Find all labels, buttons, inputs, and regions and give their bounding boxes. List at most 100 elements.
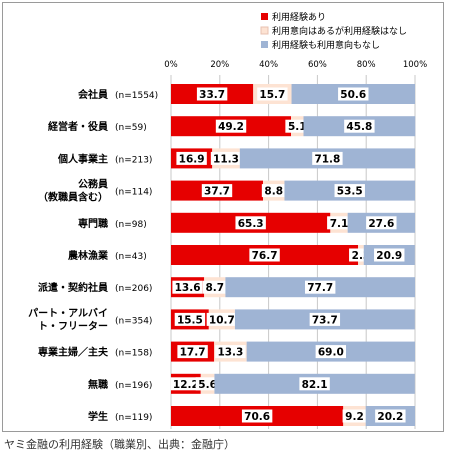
data-label: 27.6: [368, 218, 394, 230]
x-tick-label: 40%: [259, 60, 278, 70]
data-label: 37.7: [204, 186, 230, 198]
data-label-box: [241, 409, 273, 423]
sample-size-label: (n=59): [115, 123, 147, 133]
category-label: 学生: [88, 410, 108, 423]
data-label-box: [257, 87, 288, 101]
data-label: 33.7: [199, 89, 225, 101]
data-label: 70.6: [244, 411, 270, 423]
data-label: 82.1: [302, 379, 328, 391]
category-label: パート・アルバイ: [28, 307, 108, 319]
data-label: 13.3: [217, 347, 243, 359]
category-label: 経営者・役員: [48, 120, 108, 133]
data-label: 11.3: [213, 153, 239, 165]
legend-label: 利用経験あり: [272, 11, 326, 23]
data-label: 17.7: [180, 347, 206, 359]
sample-size-label: (n=158): [115, 349, 152, 359]
data-label-box: [215, 345, 246, 359]
category-label: 個人事業主: [57, 152, 108, 165]
data-label-box: [196, 87, 228, 101]
legend-label: 利用経験も利用意向もなし: [272, 39, 380, 51]
data-label-box: [261, 184, 286, 198]
data-label: 8.7: [205, 282, 224, 294]
x-tick-label: 0%: [164, 60, 178, 70]
data-label-box: [334, 184, 365, 198]
data-label-box: [202, 280, 227, 294]
x-tick-label: 100%: [403, 60, 427, 70]
data-label-box: [305, 280, 336, 294]
data-label: 53.5: [337, 186, 363, 198]
sample-size-label: (n=206): [115, 284, 152, 294]
sample-size-label: (n=98): [115, 220, 147, 230]
data-label: 10.7: [209, 314, 235, 326]
data-label-box: [327, 216, 351, 230]
sample-size-label: (n=196): [115, 381, 152, 391]
sample-size-label: (n=119): [115, 413, 152, 423]
category-label: 無職: [88, 378, 108, 391]
data-label: 13.6: [175, 282, 201, 294]
data-label: 71.8: [314, 153, 340, 165]
data-label-box: [315, 345, 347, 359]
category-label: 公務員: [78, 178, 108, 191]
data-label: 69.0: [318, 347, 344, 359]
data-label-box: [170, 377, 202, 391]
data-label-box: [235, 216, 266, 230]
x-tick-label: 20%: [210, 60, 229, 70]
data-label-box: [215, 119, 247, 133]
data-label: 49.2: [218, 121, 244, 133]
category-label: （教職員含む）: [38, 191, 108, 204]
category-label: 専門職: [78, 217, 108, 230]
data-label: 73.7: [312, 314, 338, 326]
data-label-box: [206, 312, 238, 326]
data-label: 9.2: [345, 411, 364, 423]
data-label: 65.3: [238, 218, 264, 230]
data-label-box: [312, 151, 343, 165]
data-label: 5.6: [198, 379, 217, 391]
data-label-box: [344, 119, 375, 133]
legend-swatch: [261, 41, 268, 48]
data-label-box: [195, 377, 220, 391]
data-label: 20.2: [377, 411, 403, 423]
category-label: 専業主婦／主夫: [38, 346, 109, 359]
data-label-box: [249, 248, 280, 262]
data-label: 7.1: [330, 218, 349, 230]
x-tick-label: 80%: [357, 60, 376, 70]
sample-size-label: (n=114): [115, 188, 152, 198]
data-label: 8.8: [264, 186, 283, 198]
data-label-box: [210, 151, 242, 165]
category-label: ト・フリーター: [38, 320, 108, 332]
data-label: 16.9: [179, 153, 205, 165]
data-label-box: [174, 312, 206, 326]
chart-caption: ヤミ金融の利用経験（職業別、出典：金融庁）: [4, 438, 235, 451]
data-label: 20.9: [376, 250, 402, 262]
sample-size-label: (n=43): [115, 252, 147, 262]
data-label-box: [177, 345, 208, 359]
x-tick-label: 60%: [308, 60, 327, 70]
data-label-box: [374, 248, 405, 262]
data-label-box: [285, 119, 310, 133]
data-label: 5.1: [288, 121, 307, 133]
data-label: 76.7: [252, 250, 278, 262]
legend-label: 利用意向はあるが利用経験はなし: [272, 25, 407, 37]
data-label-box: [172, 280, 203, 294]
data-label: 12.2: [173, 379, 199, 391]
category-label: 農林漁業: [68, 249, 109, 262]
data-label-box: [366, 216, 397, 230]
legend-swatch: [261, 13, 268, 20]
sample-size-label: (n=213): [115, 155, 152, 165]
category-label: 派遣・契約社員: [38, 281, 108, 294]
data-label-box: [309, 312, 341, 326]
data-label: 50.6: [340, 89, 366, 101]
data-label-box: [375, 409, 406, 423]
legend-swatch: [260, 26, 269, 35]
data-label: 45.8: [346, 121, 372, 133]
category-label: 会社員: [78, 88, 108, 101]
chart-frame: 利用経験あり利用意向はあるが利用経験はなし 利用経験も利用意向もなし 0% 20% 40…: [2, 2, 444, 432]
data-label-box: [201, 184, 233, 198]
sample-size-label: (n=1554): [115, 91, 158, 101]
data-label: 77.7: [307, 282, 333, 294]
data-label-box: [176, 151, 207, 165]
data-label-box: [299, 377, 330, 391]
data-label: 15.7: [259, 89, 285, 101]
data-label-box: [342, 409, 367, 423]
data-label: 15.5: [177, 314, 203, 326]
